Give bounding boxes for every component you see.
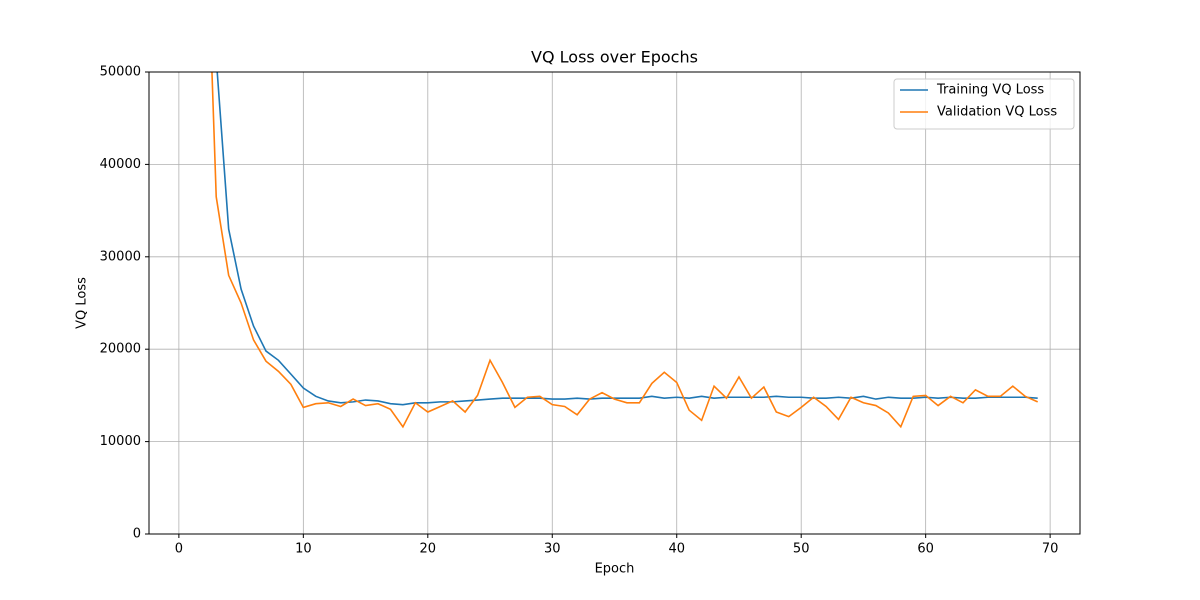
series-line xyxy=(216,72,1038,406)
y-tick-label: 10000 xyxy=(100,434,141,449)
x-tick-label: 50 xyxy=(793,542,810,557)
x-tick-label: 20 xyxy=(420,542,437,557)
x-tick-label: 30 xyxy=(544,542,561,557)
y-tick-label: 0 xyxy=(133,527,141,542)
y-tick-label: 30000 xyxy=(100,249,141,264)
x-tick-label: 40 xyxy=(668,542,685,557)
x-tick-label: 0 xyxy=(175,542,183,557)
series-line xyxy=(211,72,1039,429)
legend-label: Validation VQ Loss xyxy=(937,105,1057,120)
x-tick-label: 70 xyxy=(1042,542,1059,557)
legend-box xyxy=(893,78,1075,130)
legend-label: Training VQ Loss xyxy=(936,83,1044,98)
chart-title: VQ Loss over Epochs xyxy=(531,48,698,67)
y-tick-label: 50000 xyxy=(100,65,141,80)
x-tick-label: 10 xyxy=(295,542,312,557)
y-axis-label: VQ Loss xyxy=(75,277,90,329)
x-tick-label: 60 xyxy=(917,542,934,557)
y-tick-label: 40000 xyxy=(100,157,141,172)
x-axis-label: Epoch xyxy=(595,562,635,577)
y-tick-label: 20000 xyxy=(100,342,141,357)
plot-frame xyxy=(148,71,1081,535)
